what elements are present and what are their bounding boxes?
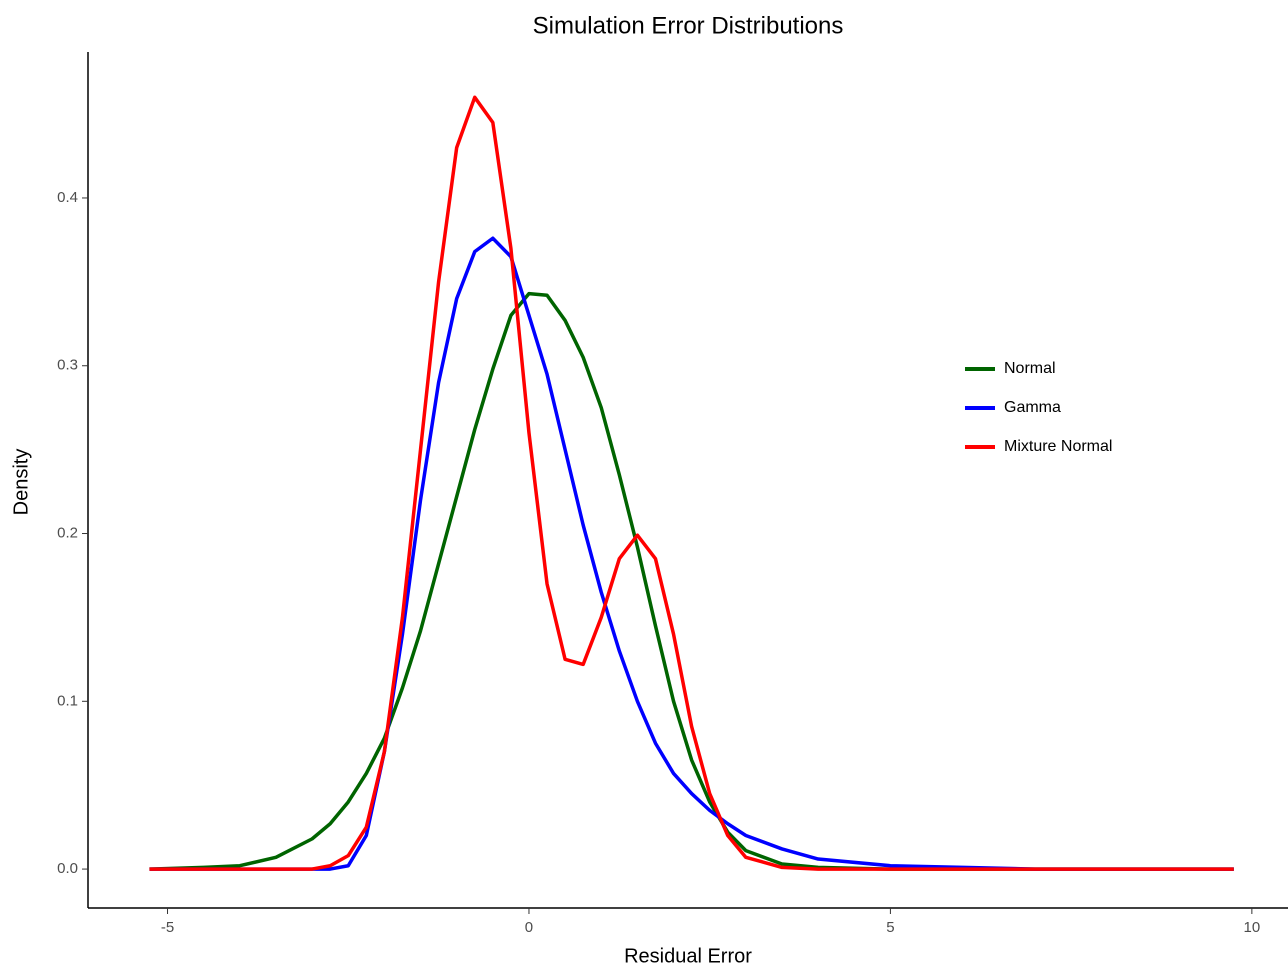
y-axis-title: Density bbox=[10, 449, 32, 516]
y-tick-label: 0.3 bbox=[57, 357, 78, 374]
x-tick-label: 0 bbox=[525, 919, 533, 936]
legend-label: Gamma bbox=[1004, 399, 1061, 416]
x-axis-title: Residual Error bbox=[624, 945, 752, 967]
y-tick-label: 0.4 bbox=[57, 189, 78, 206]
series-line bbox=[149, 95, 1234, 871]
legend-label: Normal bbox=[1004, 360, 1056, 377]
x-tick-label: -5 bbox=[161, 919, 174, 936]
legend-label: Mixture Normal bbox=[1004, 438, 1112, 455]
y-tick-label: 0.0 bbox=[57, 860, 78, 877]
series-line bbox=[149, 291, 1234, 871]
chart-title: Simulation Error Distributions bbox=[533, 12, 844, 39]
y-tick-label: 0.1 bbox=[57, 692, 78, 709]
x-tick-label: 5 bbox=[886, 919, 894, 936]
y-tick-label: 0.2 bbox=[57, 524, 78, 541]
series-line bbox=[149, 236, 1234, 871]
x-tick-label: 10 bbox=[1244, 919, 1261, 936]
